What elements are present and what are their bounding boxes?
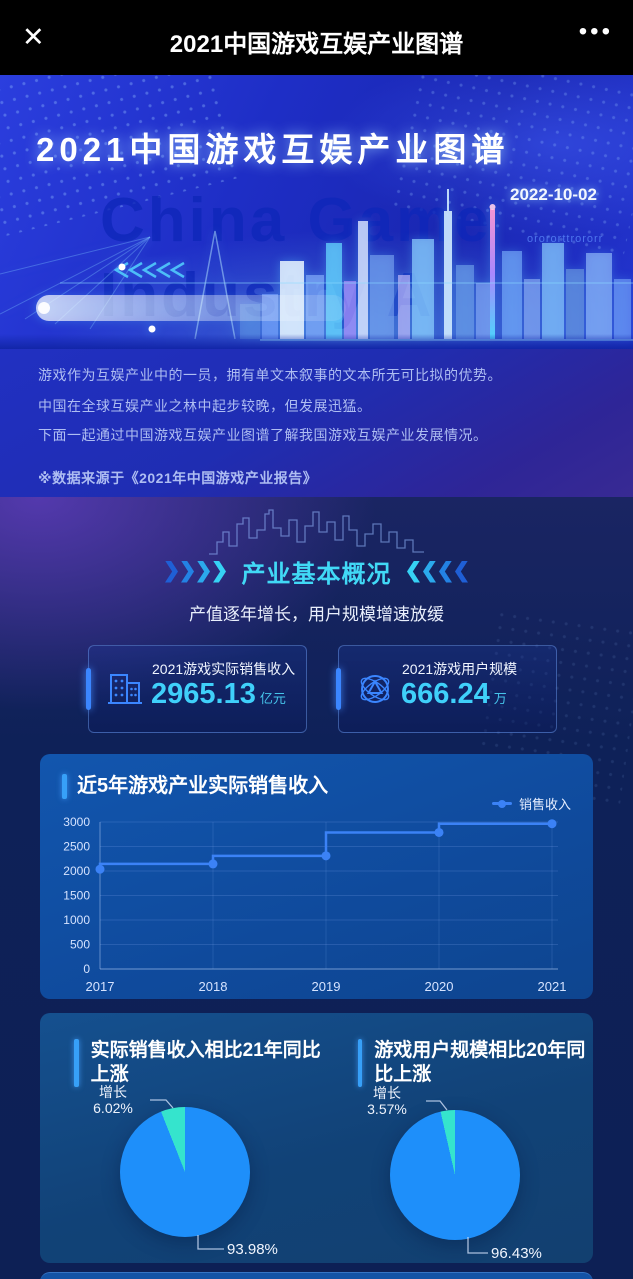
pie-title-block: 实际销售收入相比21年同比上涨	[74, 1039, 336, 1087]
svg-text:2017: 2017	[86, 979, 115, 994]
section-header: 产业基本概况	[0, 554, 633, 589]
accent-bar	[62, 774, 67, 799]
pie-title: 实际销售收入相比21年同比上涨	[90, 1040, 321, 1085]
growth-name: 增长	[99, 1084, 127, 1100]
stat-number: 666.24	[401, 678, 490, 710]
hero-bottom-fade	[0, 334, 633, 349]
svg-text:1000: 1000	[63, 913, 90, 927]
pie-main-percent: 93.98%	[227, 1241, 278, 1258]
atom-icon	[360, 675, 390, 703]
svg-text:2500: 2500	[63, 840, 90, 854]
pie-title: 游戏用户规模相比20年同比上涨	[374, 1040, 586, 1085]
city-skyline-illustration	[0, 189, 633, 341]
svg-text:2020: 2020	[425, 979, 454, 994]
section-title: 产业基本概况	[241, 561, 392, 588]
svg-text:3000: 3000	[63, 815, 90, 829]
chevron-right-icon	[213, 560, 226, 583]
chevron-left-icon	[407, 561, 420, 583]
chart-title: 近5年游戏产业实际销售收入	[77, 775, 329, 797]
chevron-right-icon	[197, 560, 210, 583]
pie-chart-revenue-growth	[120, 1107, 250, 1237]
skyline-line-art	[209, 509, 424, 555]
pie-main-percent: 96.43%	[491, 1245, 542, 1262]
stat-unit: 亿元	[259, 691, 286, 706]
hero-glitch-text: orororttrororr	[527, 233, 604, 245]
section-subtitle: 产值逐年增长，用户规模增速放缓	[189, 605, 444, 624]
stat-card-users: 2021游戏用户规模 666.24 万	[336, 645, 557, 733]
svg-text:500: 500	[70, 938, 90, 952]
stat-value: 2965.13 亿元	[151, 678, 286, 711]
hero-banner: China Game Industry A	[0, 75, 633, 349]
pie-charts-card: 实际销售收入相比21年同比上涨 游戏用户规模相比20年同比上涨 增长 6.02%…	[40, 1013, 593, 1263]
stat-label: 2021游戏实际销售收入	[152, 661, 296, 677]
revenue-line-chart-card: 0 500 1000 1500 2000 2500 3000 2017 2018 2019 2020…	[40, 754, 593, 999]
chart-title-row: 近5年游戏产业实际销售收入	[62, 774, 328, 799]
svg-text:1500: 1500	[63, 889, 90, 903]
legend-line-marker-icon	[491, 799, 512, 808]
pie-chart-user-growth	[390, 1110, 520, 1240]
chart-legend: 销售收入	[491, 794, 571, 813]
overview-section: 产业基本概况 产值逐年增长，用户规模增速放缓 20	[0, 497, 633, 1279]
legend-label: 销售收入	[518, 797, 571, 812]
pie-growth-label: 增长 6.02%	[77, 1084, 149, 1116]
chevron-right-icon	[165, 560, 178, 583]
more-menu-icon[interactable]: •••	[578, 18, 613, 45]
accent-bar	[74, 1039, 79, 1087]
page-title: 2021中国游戏互娱产业图谱	[169, 31, 464, 58]
growth-name: 增长	[373, 1085, 401, 1101]
chevron-left-icon	[423, 561, 436, 583]
chevron-left-icon	[455, 561, 468, 583]
intro-line: 游戏作为互娱产业中的一员，拥有单文本叙事的文本所无可比拟的优势。	[38, 367, 502, 383]
pie-growth-label: 增长 3.57%	[351, 1085, 423, 1117]
topbar: ✕ 2021中国游戏互娱产业图谱 •••	[0, 0, 633, 75]
svg-text:2000: 2000	[63, 864, 90, 878]
next-card-preview	[40, 1272, 593, 1279]
accent-bar	[86, 668, 91, 710]
close-icon[interactable]: ✕	[22, 22, 45, 52]
stat-label: 2021游戏用户规模	[402, 661, 518, 677]
stat-value: 666.24 万	[401, 678, 507, 711]
intro-line: 下面一起通过中国游戏互娱产业图谱了解我国游戏互娱产业发展情况。	[38, 427, 488, 443]
chevron-right-icon	[181, 560, 194, 583]
svg-text:2021: 2021	[538, 979, 567, 994]
hero-title: 2021中国游戏互娱产业图谱	[36, 131, 510, 168]
stat-unit: 万	[493, 691, 507, 706]
stat-card-revenue: 2021游戏实际销售收入 2965.13 亿元	[86, 645, 307, 733]
building-icon	[108, 674, 142, 704]
growth-percent: 6.02%	[93, 1100, 133, 1116]
intro-section: 游戏作为互娱产业中的一员，拥有单文本叙事的文本所无可比拟的优势。 中国在全球互娱…	[0, 349, 633, 497]
stat-number: 2965.13	[151, 678, 256, 710]
line-chart-svg: 0 500 1000 1500 2000 2500 3000 2017 2018 2019 2020…	[63, 815, 567, 994]
svg-text:2019: 2019	[312, 979, 341, 994]
svg-text:2018: 2018	[199, 979, 228, 994]
chevron-left-icon	[439, 561, 452, 583]
svg-text:0: 0	[83, 962, 90, 976]
accent-bar	[336, 668, 341, 710]
pie-title-block: 游戏用户规模相比20年同比上涨	[358, 1039, 593, 1087]
data-source-note: ※数据来源于《2021年中国游戏产业报告》	[38, 470, 318, 486]
hero-date: 2022-10-02	[510, 185, 597, 204]
accent-bar	[358, 1039, 363, 1087]
intro-line: 中国在全球互娱产业之林中起步较晚，但发展迅猛。	[38, 398, 372, 414]
growth-percent: 3.57%	[367, 1101, 407, 1117]
